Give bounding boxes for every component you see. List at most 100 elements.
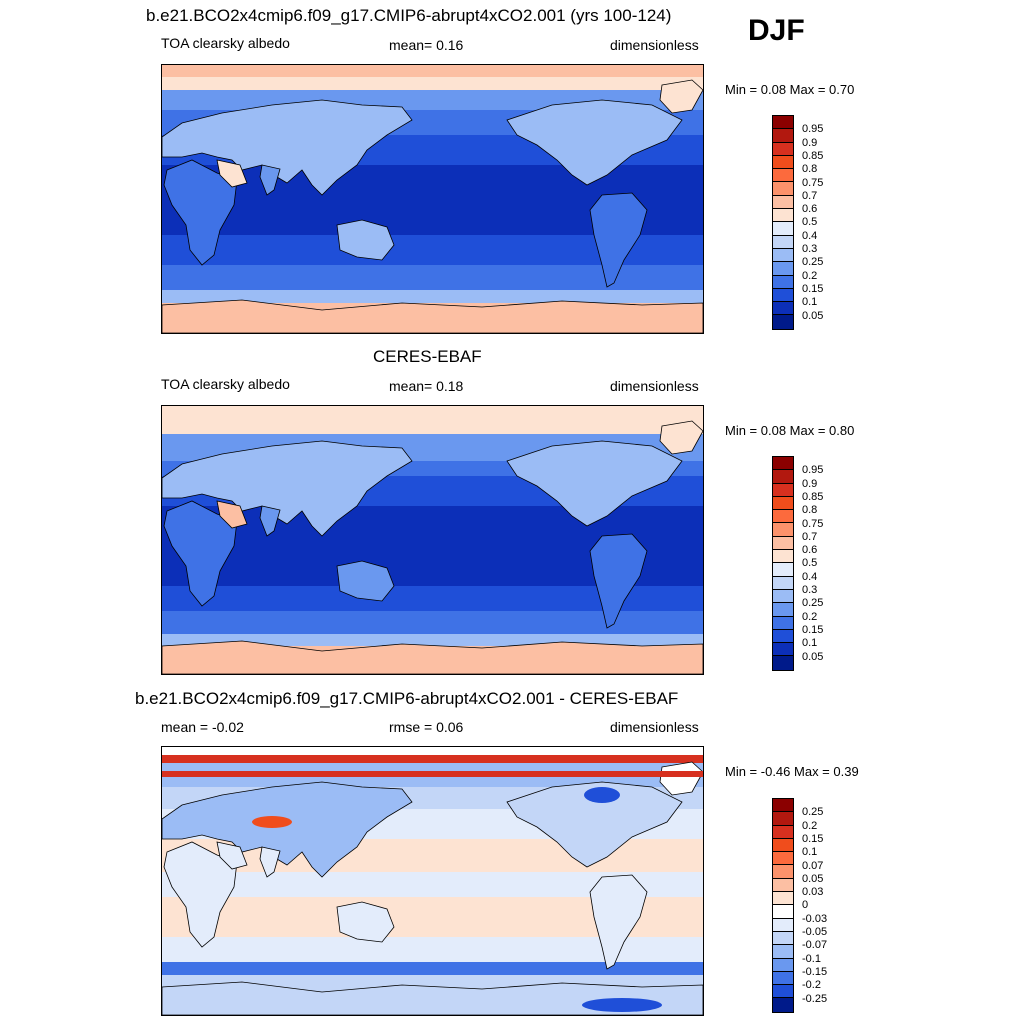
colorbar-tick-label: 0.05 <box>802 872 824 885</box>
panel3-map-svg <box>162 747 703 1015</box>
colorbar-swatch <box>773 563 793 577</box>
colorbar-tick-label: 0.05 <box>802 309 824 322</box>
colorbar-tick-label: 0.4 <box>802 570 818 583</box>
colorbar-tick-label: 0.75 <box>802 517 824 530</box>
continent-namerica <box>506 99 683 186</box>
colorbar-tick-label: 0.1 <box>802 637 818 650</box>
panel2-minmax: Min = 0.08 Max = 0.80 <box>725 423 855 438</box>
colorbar-swatch <box>773 892 793 906</box>
colorbar-swatch <box>773 603 793 617</box>
colorbar-swatch <box>773 971 793 986</box>
continent-antarctica <box>162 299 703 333</box>
colorbar-tick-label: 0 <box>802 899 809 912</box>
colorbar-swatch <box>773 905 793 919</box>
panel2-colorbar <box>772 456 794 671</box>
colorbar-tick-label: 0.7 <box>802 189 818 202</box>
continent-arabia <box>216 500 248 529</box>
colorbar-swatch <box>773 262 793 276</box>
colorbar-swatch <box>773 510 793 524</box>
continent-india <box>259 846 281 878</box>
continent-australia <box>336 560 395 602</box>
continent-greenland <box>659 420 703 455</box>
colorbar-swatch <box>773 288 793 303</box>
panel2-units-label: dimensionless <box>610 378 699 394</box>
colorbar-swatch <box>773 275 793 289</box>
colorbar-swatch <box>773 496 793 511</box>
colorbar-swatch <box>773 523 793 537</box>
colorbar-tick-label: -0.07 <box>802 939 828 952</box>
colorbar-swatch <box>773 958 793 972</box>
colorbar-swatch <box>773 142 793 156</box>
season-label: DJF <box>748 14 805 47</box>
colorbar-swatch <box>773 643 793 657</box>
panel2-map-svg <box>162 406 703 674</box>
continent-australia <box>336 901 395 943</box>
colorbar-swatch <box>773 812 793 826</box>
colorbar-tick-label: 0.1 <box>802 296 818 309</box>
colorbar-swatch <box>773 799 793 813</box>
colorbar-tick-label: 0.9 <box>802 136 818 149</box>
colorbar-swatch <box>773 550 793 564</box>
panel1-variable-label: TOA clearsky albedo <box>161 35 290 51</box>
continent-samerica <box>589 874 648 970</box>
colorbar-swatch <box>773 155 793 170</box>
colorbar-tick-label: 0.2 <box>802 269 818 282</box>
panel2-title: CERES-EBAF <box>373 347 482 366</box>
colorbar-tick-label: 0.25 <box>802 806 824 819</box>
continent-eurasia <box>162 781 413 878</box>
panel3-mean-label: mean = -0.02 <box>161 719 244 735</box>
colorbar-tick-label: 0.15 <box>802 623 824 636</box>
colorbar-tick-label: -0.15 <box>802 965 828 978</box>
colorbar-tick-label: 0.7 <box>802 530 818 543</box>
colorbar-tick-label: 0.5 <box>802 216 818 229</box>
colorbar-tick-label: 0.4 <box>802 229 818 242</box>
panel1-title: b.e21.BCO2x4cmip6.f09_g17.CMIP6-abrupt4x… <box>146 6 672 25</box>
colorbar-tick-label: 0.2 <box>802 819 818 832</box>
colorbar-swatch <box>773 838 793 853</box>
panel1-minmax: Min = 0.08 Max = 0.70 <box>725 82 855 97</box>
colorbar-swatch <box>773 248 793 263</box>
colorbar-swatch <box>773 576 793 590</box>
continent-arabia <box>216 159 248 188</box>
panel2-variable-label: TOA clearsky albedo <box>161 376 290 392</box>
continent-greenland <box>659 79 703 114</box>
colorbar-swatch <box>773 315 793 329</box>
colorbar-swatch <box>773 209 793 223</box>
colorbar-swatch <box>773 918 793 932</box>
colorbar-tick-label: 0.05 <box>802 650 824 663</box>
panel1-units-label: dimensionless <box>610 37 699 53</box>
panel3-units-label: dimensionless <box>610 719 699 735</box>
colorbar-swatch <box>773 457 793 471</box>
map-continents <box>162 79 703 333</box>
panel1-mean-label: mean= 0.16 <box>389 37 464 53</box>
colorbar-tick-label: 0.25 <box>802 256 824 269</box>
colorbar-tick-label: 0.07 <box>802 859 824 872</box>
map-continents <box>162 761 703 1015</box>
colorbar-swatch <box>773 865 793 879</box>
colorbar-tick-label: -0.05 <box>802 926 828 938</box>
panel3-colorbar <box>772 798 794 1013</box>
colorbar-tick-label: 0.9 <box>802 477 818 490</box>
colorbar-swatch <box>773 169 793 183</box>
colorbar-tick-label: 0.85 <box>802 490 824 503</box>
colorbar-swatch <box>773 656 793 670</box>
colorbar-tick-label: -0.03 <box>802 912 828 925</box>
panel1-map-svg <box>162 65 703 333</box>
continent-india <box>259 164 281 196</box>
panel1-map <box>161 64 704 334</box>
colorbar-swatch <box>773 616 793 630</box>
continent-africa <box>163 500 238 607</box>
colorbar-swatch <box>773 945 793 959</box>
colorbar-swatch <box>773 825 793 839</box>
continent-namerica <box>506 781 683 868</box>
colorbar-swatch <box>773 116 793 130</box>
colorbar-swatch <box>773 195 793 210</box>
continent-india <box>259 505 281 537</box>
colorbar-tick-label: -0.1 <box>802 952 821 965</box>
colorbar-tick-label: 0.95 <box>802 123 824 136</box>
colorbar-tick-label: 0.6 <box>802 544 818 557</box>
colorbar-tick-label: 0.15 <box>802 282 824 295</box>
colorbar-tick-label: -0.25 <box>802 992 828 1005</box>
colorbar-tick-label: 0.3 <box>802 243 818 255</box>
colorbar-swatch <box>773 302 793 316</box>
